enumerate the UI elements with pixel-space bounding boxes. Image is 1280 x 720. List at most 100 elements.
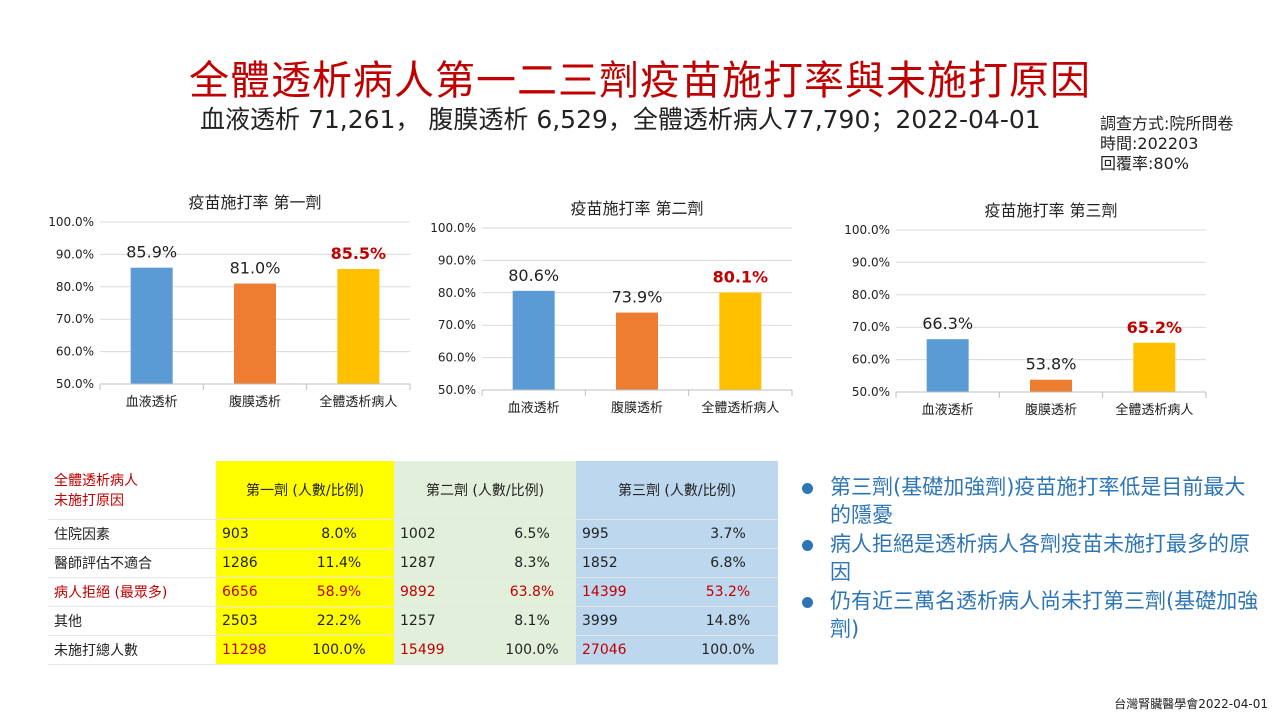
bar-1	[616, 312, 658, 390]
cell-count: 14399	[576, 577, 678, 607]
chart-svg: 疫苗施打率 第三劑 50.0% 60.0% 70.0% 80.0% 90.0% 100.0%…	[844, 201, 1207, 418]
key-findings: 第三劑(基礎加強劑)疫苗施打率低是目前最大的隱憂 病人拒絕是透析病人各劑疫苗未施…	[800, 473, 1260, 644]
header-dose-3: 第三劑 (人數/比例)	[576, 461, 778, 520]
data-label: 73.9%	[612, 288, 663, 307]
row-label: 醫師評估不適合	[48, 548, 216, 578]
response-rate: 回覆率:80%	[1100, 154, 1189, 173]
header-dose-2: 第二劑 (人數/比例)	[394, 461, 576, 520]
cell-percent: 100.0%	[284, 635, 394, 665]
data-label: 53.8%	[1026, 355, 1077, 374]
cell-count: 2503	[216, 606, 284, 636]
y-tick-label: 50.0%	[438, 383, 476, 397]
row-label: 未施打總人數	[48, 635, 216, 665]
cell-count: 9892	[394, 577, 488, 607]
x-tick-label: 全體透析病人	[701, 400, 779, 416]
cell-count: 1002	[394, 519, 488, 549]
chart-dose-1: 疫苗施打率 第一劑 50.0% 60.0% 70.0% 80.0% 90.0% 100.0%…	[30, 190, 420, 424]
row-label: 病人拒絕 (最眾多)	[48, 577, 216, 607]
data-label: 80.1%	[713, 267, 769, 286]
y-tick-label: 70.0%	[438, 318, 476, 332]
bar-0	[130, 267, 173, 384]
chart-svg: 疫苗施打率 第一劑 50.0% 60.0% 70.0% 80.0% 90.0% 100.0%…	[48, 193, 411, 410]
cell-count: 1287	[394, 548, 488, 578]
bar-0	[512, 290, 555, 390]
y-tick-label: 80.0%	[56, 280, 94, 294]
bar-2	[337, 268, 380, 384]
cell-percent: 53.2%	[678, 577, 778, 607]
bullet-icon	[802, 597, 813, 608]
cell-percent: 3.7%	[678, 519, 778, 549]
x-tick-label: 血液透析	[922, 403, 974, 418]
cell-count: 1852	[576, 548, 678, 578]
table-row: 病人拒絕 (最眾多) 6656 58.9% 9892 63.8% 14399 53.2%	[48, 577, 778, 607]
bullet-icon	[802, 540, 813, 551]
data-label: 85.5%	[331, 244, 387, 263]
table-corner-label: 全體透析病人 未施打原因	[48, 461, 216, 520]
bar-2	[719, 292, 762, 390]
finding-item: 仍有近三萬名透析病人尚未打第三劑(基礎加強劑)	[800, 587, 1260, 643]
row-label: 其他	[48, 606, 216, 636]
y-tick-label: 80.0%	[438, 286, 476, 300]
y-tick-label: 90.0%	[852, 255, 890, 269]
y-tick-label: 50.0%	[56, 377, 94, 391]
survey-info: 調查方式:院所問卷 時間:202203 回覆率:80%	[1100, 114, 1233, 174]
cell-count: 27046	[576, 635, 678, 665]
bar-2	[1133, 342, 1176, 392]
finding-item: 第三劑(基礎加強劑)疫苗施打率低是目前最大的隱憂	[800, 473, 1260, 529]
bar-1	[1030, 379, 1072, 392]
cell-count: 3999	[576, 606, 678, 636]
bar-1	[234, 283, 276, 384]
cell-count: 11298	[216, 635, 284, 665]
y-tick-label: 70.0%	[852, 320, 890, 334]
y-tick-label: 60.0%	[852, 353, 890, 367]
data-label: 66.3%	[922, 314, 973, 333]
footer-credit: 台灣腎臟醫學會2022-04-01	[1114, 697, 1268, 711]
reasons-table: 全體透析病人 未施打原因 第一劑 (人數/比例) 第二劑 (人數/比例) 第三劑…	[48, 461, 778, 665]
x-tick-label: 腹膜透析	[1025, 402, 1077, 418]
data-label: 65.2%	[1127, 318, 1183, 337]
cell-count: 6656	[216, 577, 284, 607]
x-tick-label: 腹膜透析	[611, 400, 663, 416]
y-tick-label: 100.0%	[48, 215, 94, 229]
header-dose-1: 第一劑 (人數/比例)	[216, 461, 394, 520]
page-title: 全體透析病人第一二三劑疫苗施打率與未施打原因	[189, 58, 1091, 104]
cell-count: 1257	[394, 606, 488, 636]
cell-percent: 8.0%	[284, 519, 394, 549]
survey-time: 時間:202203	[1100, 134, 1199, 153]
chart-title: 疫苗施打率 第一劑	[188, 193, 321, 212]
cell-percent: 14.8%	[678, 606, 778, 636]
table-row: 醫師評估不適合 1286 11.4% 1287 8.3% 1852 6.8%	[48, 548, 778, 578]
chart-dose-3: 疫苗施打率 第三劑 50.0% 60.0% 70.0% 80.0% 90.0% 100.0%…	[826, 198, 1216, 432]
chart-svg: 疫苗施打率 第二劑 50.0% 60.0% 70.0% 80.0% 90.0% 100.0%…	[430, 199, 793, 416]
y-tick-label: 100.0%	[430, 221, 476, 235]
table-row: 未施打總人數 11298 100.0% 15499 100.0% 27046 100.0%	[48, 635, 778, 665]
y-tick-label: 90.0%	[438, 253, 476, 267]
page-subtitle: 血液透析 71,261， 腹膜透析 6,529，全體透析病人77,790；202…	[200, 105, 1041, 134]
x-tick-label: 血液透析	[508, 401, 560, 416]
x-tick-label: 腹膜透析	[229, 394, 281, 410]
y-tick-label: 60.0%	[438, 351, 476, 365]
bullet-icon	[802, 483, 813, 494]
cell-percent: 8.1%	[488, 606, 576, 636]
x-tick-label: 全體透析病人	[1115, 402, 1193, 418]
y-tick-label: 60.0%	[56, 345, 94, 359]
table-row: 其他 2503 22.2% 1257 8.1% 3999 14.8%	[48, 606, 778, 636]
cell-count: 903	[216, 519, 284, 549]
data-label: 80.6%	[508, 266, 559, 285]
x-tick-label: 血液透析	[126, 395, 178, 410]
cell-percent: 100.0%	[488, 635, 576, 665]
data-label: 85.9%	[126, 243, 177, 262]
y-tick-label: 50.0%	[852, 385, 890, 399]
bar-0	[926, 339, 969, 392]
cell-percent: 6.5%	[488, 519, 576, 549]
cell-percent: 8.3%	[488, 548, 576, 578]
table-row: 住院因素 903 8.0% 1002 6.5% 995 3.7%	[48, 519, 778, 549]
cell-percent: 22.2%	[284, 606, 394, 636]
cell-count: 1286	[216, 548, 284, 578]
y-tick-label: 90.0%	[56, 247, 94, 261]
cell-percent: 11.4%	[284, 548, 394, 578]
table-header-row: 全體透析病人 未施打原因 第一劑 (人數/比例) 第二劑 (人數/比例) 第三劑…	[48, 461, 778, 520]
y-tick-label: 100.0%	[844, 223, 890, 237]
chart-title: 疫苗施打率 第三劑	[984, 201, 1117, 220]
chart-title: 疫苗施打率 第二劑	[570, 199, 703, 218]
